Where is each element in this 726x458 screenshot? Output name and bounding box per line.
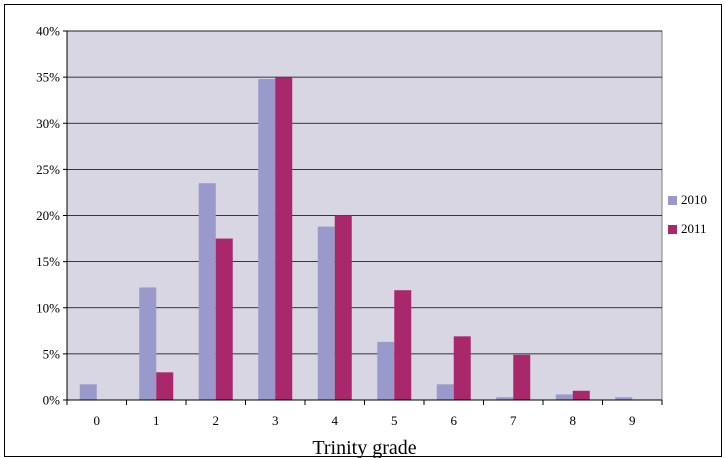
bar-2011-2: [215, 238, 233, 400]
chart-frame: 0% 5% 10% 15% 20% 25% 30% 35% 40% 0 1 2 3 4 5 6 7 8 9 Tri…: [4, 4, 722, 458]
y-tick-label: 15%: [36, 254, 60, 269]
bar-2010-8: [555, 394, 573, 400]
legend-label-2011: 2011: [681, 221, 707, 236]
bar-2010-5: [377, 341, 395, 400]
bar-2010-0: [79, 384, 97, 400]
bar-2011-5: [394, 290, 412, 400]
legend-swatch-2011: [668, 225, 677, 234]
y-tick-label: 40%: [36, 24, 60, 39]
x-axis-ticks: 0 1 2 3 4 5 6 7 8 9: [66, 400, 663, 428]
bar-2011-1: [156, 372, 174, 400]
y-axis-ticks: 0% 5% 10% 15% 20% 25% 30% 35% 40%: [36, 24, 67, 408]
x-tick-label: 1: [153, 413, 160, 428]
x-tick-label: 2: [213, 413, 220, 428]
x-tick-label: 8: [570, 413, 577, 428]
bar-2010-3: [258, 78, 276, 400]
bar-2010-7: [496, 397, 514, 400]
bar-2011-7: [513, 354, 531, 400]
x-tick-label: 7: [510, 413, 517, 428]
bar-2010-9: [615, 397, 633, 400]
y-tick-label: 35%: [36, 70, 60, 85]
x-tick-label: 0: [94, 413, 101, 428]
y-tick-label: 20%: [36, 208, 60, 223]
legend-label-2010: 2010: [681, 192, 707, 207]
bar-2010-2: [198, 183, 216, 400]
bar-chart: 0% 5% 10% 15% 20% 25% 30% 35% 40% 0 1 2 3 4 5 6 7 8 9 Tri…: [36, 24, 707, 458]
grid-lines: [67, 30, 662, 355]
bar-2011-6: [453, 336, 471, 400]
bar-2010-1: [139, 287, 157, 400]
x-tick-label: 5: [391, 413, 398, 428]
bar-2011-8: [572, 390, 590, 400]
x-tick-label: 3: [272, 413, 279, 428]
y-tick-label: 0%: [43, 393, 61, 408]
bar-2010-4: [317, 226, 335, 400]
bar-2010-6: [436, 384, 454, 400]
y-tick-label: 30%: [36, 116, 60, 131]
bar-2011-3: [275, 77, 293, 400]
x-tick-label: 4: [332, 413, 339, 428]
bar-2011-4: [334, 215, 352, 400]
y-tick-label: 25%: [36, 162, 60, 177]
x-tick-label: 9: [629, 413, 636, 428]
x-axis-title: Trinity grade: [312, 437, 416, 458]
legend: 2010 2011: [668, 192, 707, 236]
legend-swatch-2010: [668, 196, 677, 205]
x-tick-label: 6: [451, 413, 458, 428]
bars: [79, 77, 633, 400]
y-tick-label: 5%: [43, 346, 61, 361]
y-tick-label: 10%: [36, 300, 60, 315]
